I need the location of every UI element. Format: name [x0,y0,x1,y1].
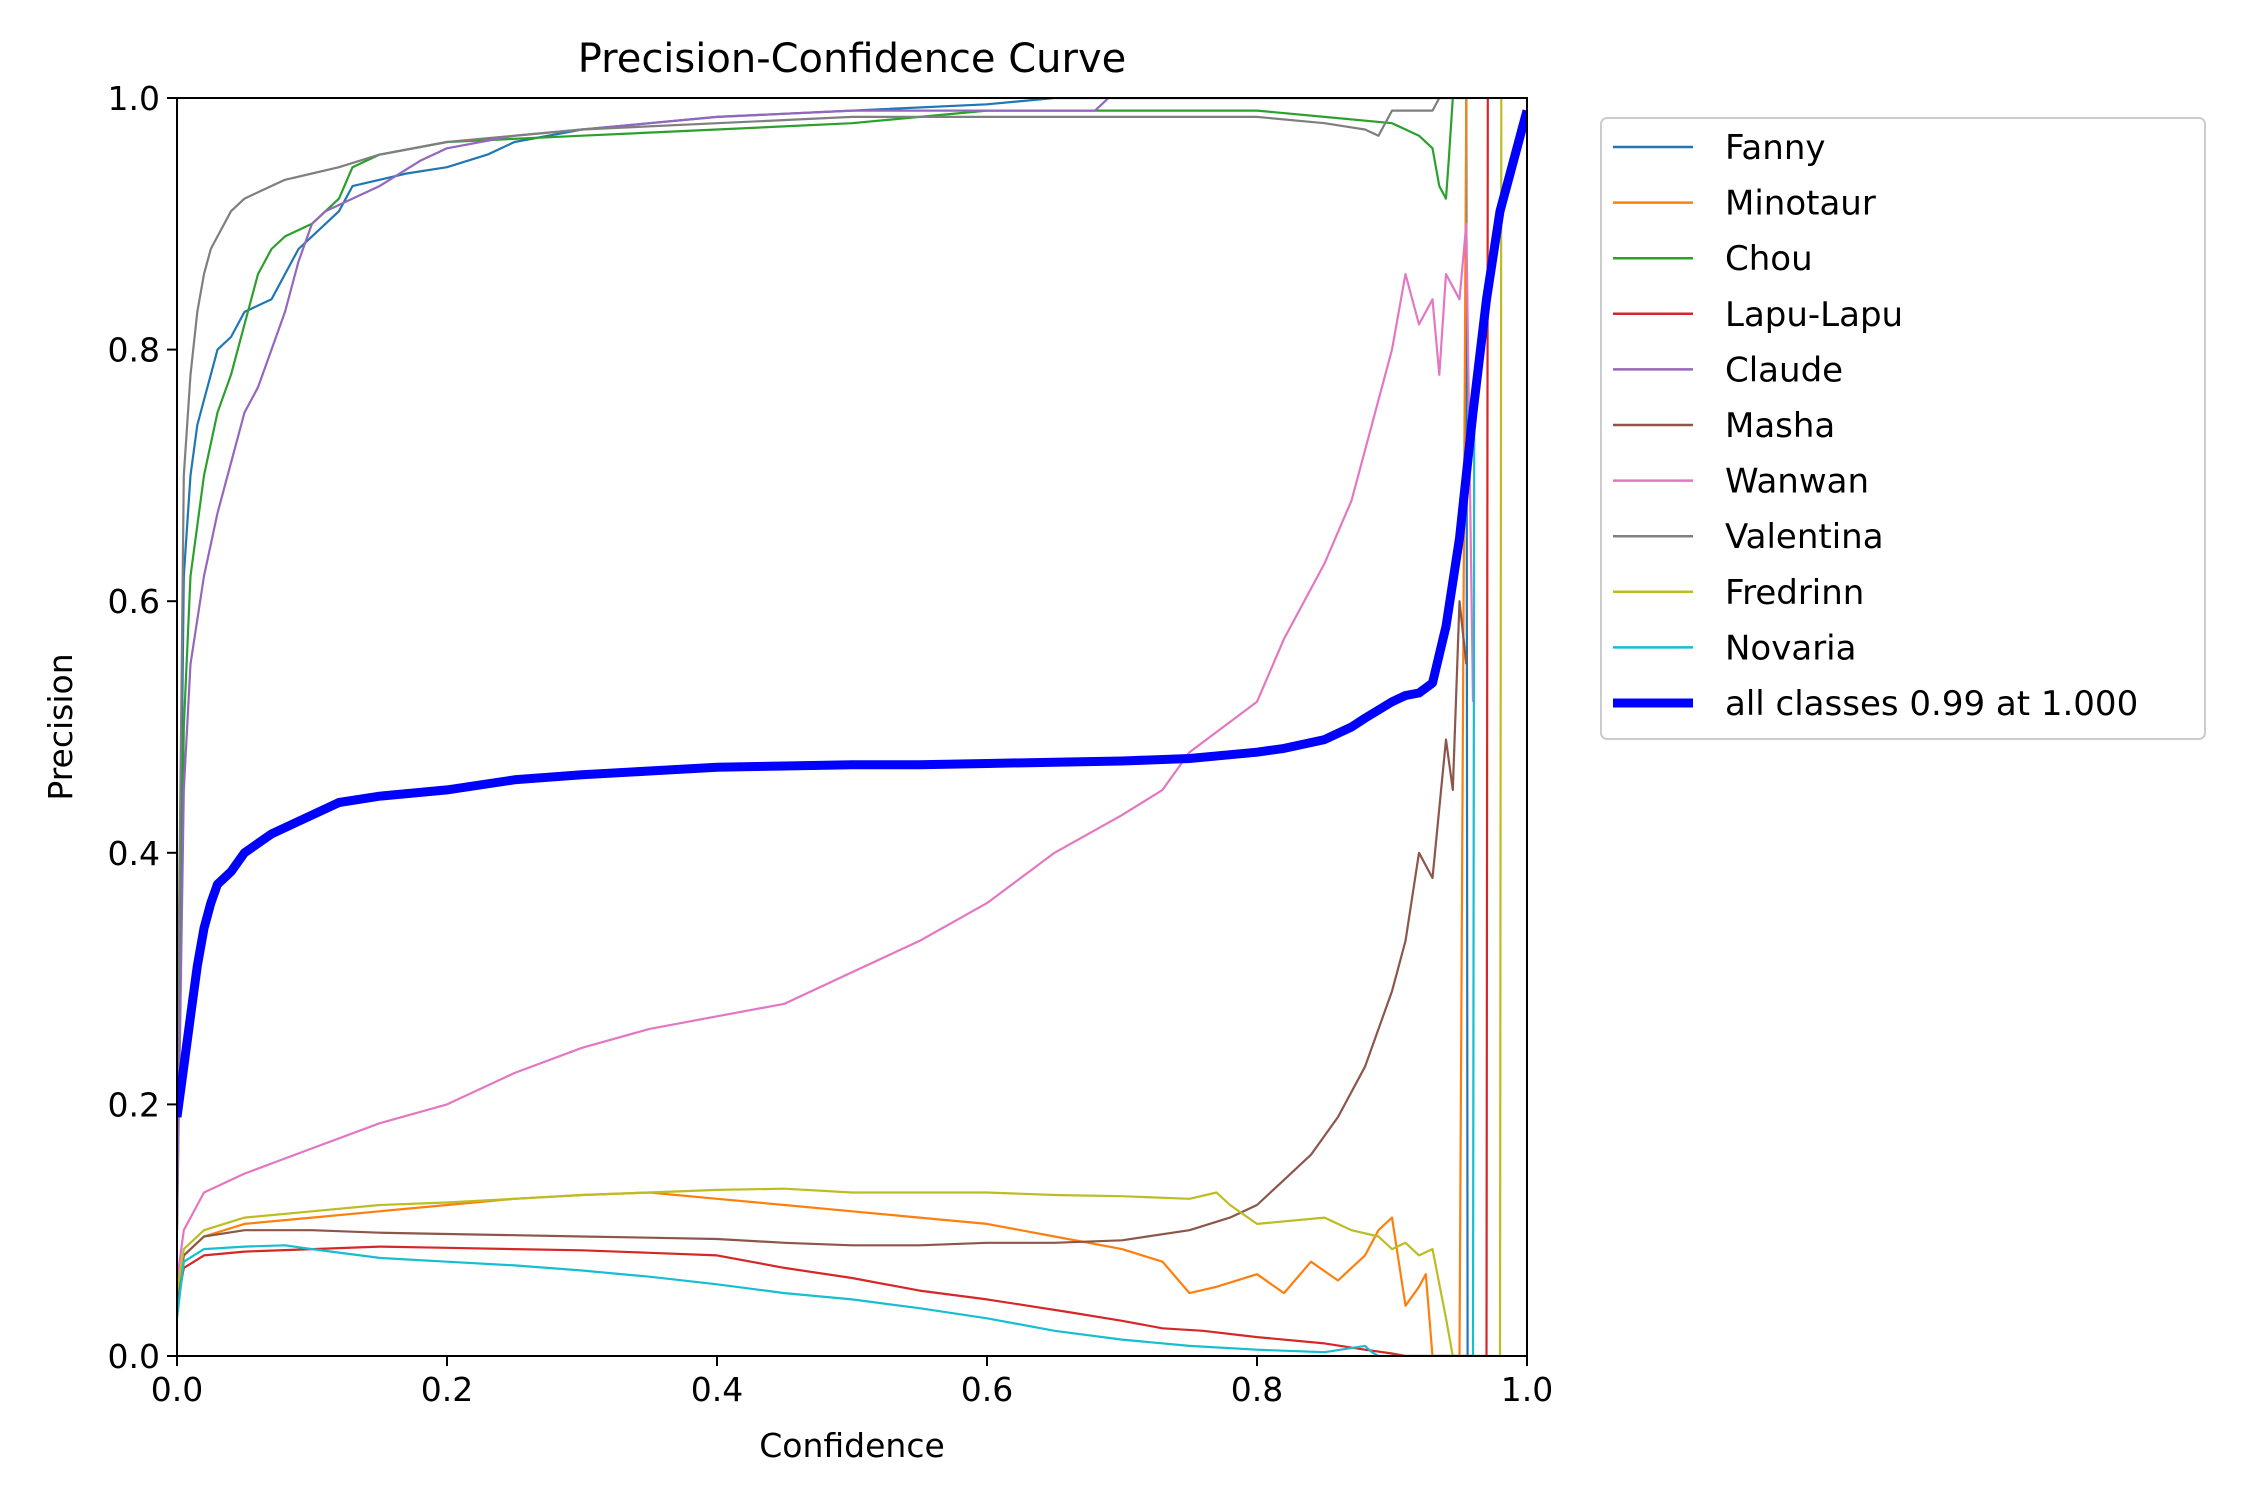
x-axis: 0.0 0.2 0.4 0.6 0.8 1.0 [151,1356,1553,1409]
x-tick-label: 0.2 [421,1370,473,1409]
legend-label-wanwan: Wanwan [1725,462,1869,502]
legend-label-all-classes-0-99-at-1-000: all classes 0.99 at 1.000 [1725,684,2138,724]
legend-label-lapu-lapu: Lapu-Lapu [1725,295,1903,335]
series-line-lapu-lapu [177,98,1489,1356]
y-tick-label: 0.6 [108,582,160,621]
series-line-valentina [177,98,1441,1105]
series-line-minotaur [177,98,1473,1356]
x-tick-label: 0.0 [151,1370,203,1409]
legend-label-fredrinn: Fredrinn [1725,573,1864,613]
y-axis: 0.0 0.2 0.4 0.6 0.8 1.0 [108,79,177,1376]
series-line-novaria [177,374,1476,1356]
legend-label-valentina: Valentina [1725,517,1884,557]
y-tick-label: 0.8 [108,331,160,370]
y-tick-label: 0.0 [108,1337,160,1376]
legend-label-minotaur: Minotaur [1725,184,1876,224]
series-layer [177,98,1527,1356]
x-tick-label: 0.6 [961,1370,1013,1409]
legend-label-novaria: Novaria [1725,628,1856,668]
series-line-wanwan [177,222,1475,1281]
series-line-fanny [177,98,1469,1356]
y-tick-label: 0.4 [108,834,160,873]
series-line-claude [177,98,1110,1231]
legend-label-masha: Masha [1725,406,1835,446]
x-tick-label: 0.4 [691,1370,743,1409]
legend-label-fanny: Fanny [1725,128,1826,168]
y-tick-label: 1.0 [108,79,160,118]
legend-label-chou: Chou [1725,239,1813,279]
plot-frame [176,97,1528,1357]
series-line-masha [177,600,1468,1306]
legend: Fanny Minotaur Chou Lapu-Lapu Claude Masha Wan… [1600,117,2206,740]
x-tick-label: 1.0 [1501,1370,1553,1409]
y-tick-label: 0.2 [108,1085,160,1124]
legend-label-claude: Claude [1725,350,1843,390]
chart-title: Precision-Confidence Curve [578,36,1127,82]
x-tick-label: 0.8 [1231,1370,1283,1409]
legend-frame [1600,117,2206,740]
series-line-all-classes-0-99-at-1-000 [177,109,1527,1118]
series-line-fredrinn [177,98,1503,1356]
y-axis-label: Precision [41,653,80,800]
x-axis-label: Confidence [759,1426,945,1465]
